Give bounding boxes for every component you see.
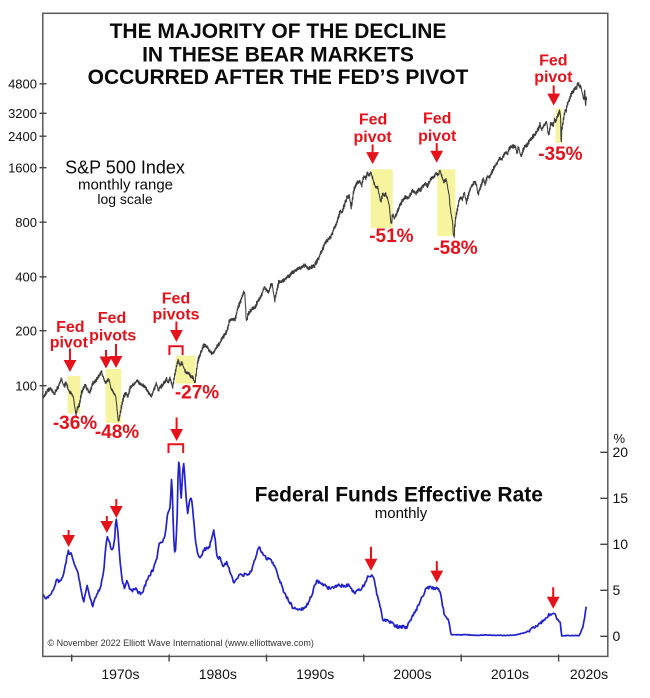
svg-text:-58%: -58% xyxy=(433,238,477,259)
svg-text:2000s: 2000s xyxy=(393,666,431,682)
svg-text:0: 0 xyxy=(613,628,621,644)
svg-text:pivot: pivot xyxy=(353,129,392,146)
svg-text:Fed: Fed xyxy=(539,53,567,70)
svg-text:Fed: Fed xyxy=(162,291,190,308)
svg-text:800: 800 xyxy=(15,215,37,230)
svg-text:-51%: -51% xyxy=(369,226,413,247)
svg-text:pivots: pivots xyxy=(89,328,136,345)
svg-text:2020s: 2020s xyxy=(570,666,608,682)
svg-text:© November 2022 Elliott Wave I: © November 2022 Elliott Wave Internation… xyxy=(48,638,314,648)
svg-text:THE MAJORITY OF THE DECLINE: THE MAJORITY OF THE DECLINE xyxy=(110,20,447,43)
svg-text:1600: 1600 xyxy=(8,160,37,175)
svg-text:pivot: pivot xyxy=(534,69,573,86)
svg-text:pivot: pivot xyxy=(418,128,457,145)
svg-text:400: 400 xyxy=(15,270,37,285)
svg-text:%: % xyxy=(614,431,626,446)
svg-text:3200: 3200 xyxy=(8,106,37,121)
svg-text:Fed: Fed xyxy=(98,310,126,327)
svg-text:-27%: -27% xyxy=(175,383,219,404)
svg-text:2400: 2400 xyxy=(8,129,37,144)
svg-text:-35%: -35% xyxy=(538,144,582,165)
svg-text:20: 20 xyxy=(613,444,629,460)
svg-text:15: 15 xyxy=(613,490,629,506)
svg-text:Fed: Fed xyxy=(359,112,387,129)
svg-text:monthly: monthly xyxy=(375,505,428,522)
svg-text:S&P 500 Index: S&P 500 Index xyxy=(65,157,185,177)
svg-text:200: 200 xyxy=(15,323,37,338)
svg-text:1970s: 1970s xyxy=(101,666,139,682)
svg-text:log scale: log scale xyxy=(97,191,152,207)
svg-text:pivot: pivot xyxy=(50,335,89,352)
svg-text:1980s: 1980s xyxy=(199,666,237,682)
svg-text:-48%: -48% xyxy=(95,422,139,443)
svg-text:-36%: -36% xyxy=(53,413,97,434)
svg-text:monthly range: monthly range xyxy=(78,177,173,194)
svg-text:2010s: 2010s xyxy=(491,666,529,682)
svg-text:100: 100 xyxy=(15,378,37,393)
svg-text:10: 10 xyxy=(613,536,629,552)
svg-text:Fed: Fed xyxy=(423,111,451,128)
svg-text:pivots: pivots xyxy=(152,307,199,324)
svg-text:OCCURRED AFTER THE FED’S PIVOT: OCCURRED AFTER THE FED’S PIVOT xyxy=(88,66,469,89)
svg-text:5: 5 xyxy=(613,582,621,598)
svg-text:Fed: Fed xyxy=(56,319,84,336)
svg-text:4800: 4800 xyxy=(8,76,37,91)
svg-text:1990s: 1990s xyxy=(296,666,334,682)
svg-text:IN THESE BEAR MARKETS: IN THESE BEAR MARKETS xyxy=(142,44,414,67)
svg-text:Federal Funds Effective Rate: Federal Funds Effective Rate xyxy=(255,483,543,506)
